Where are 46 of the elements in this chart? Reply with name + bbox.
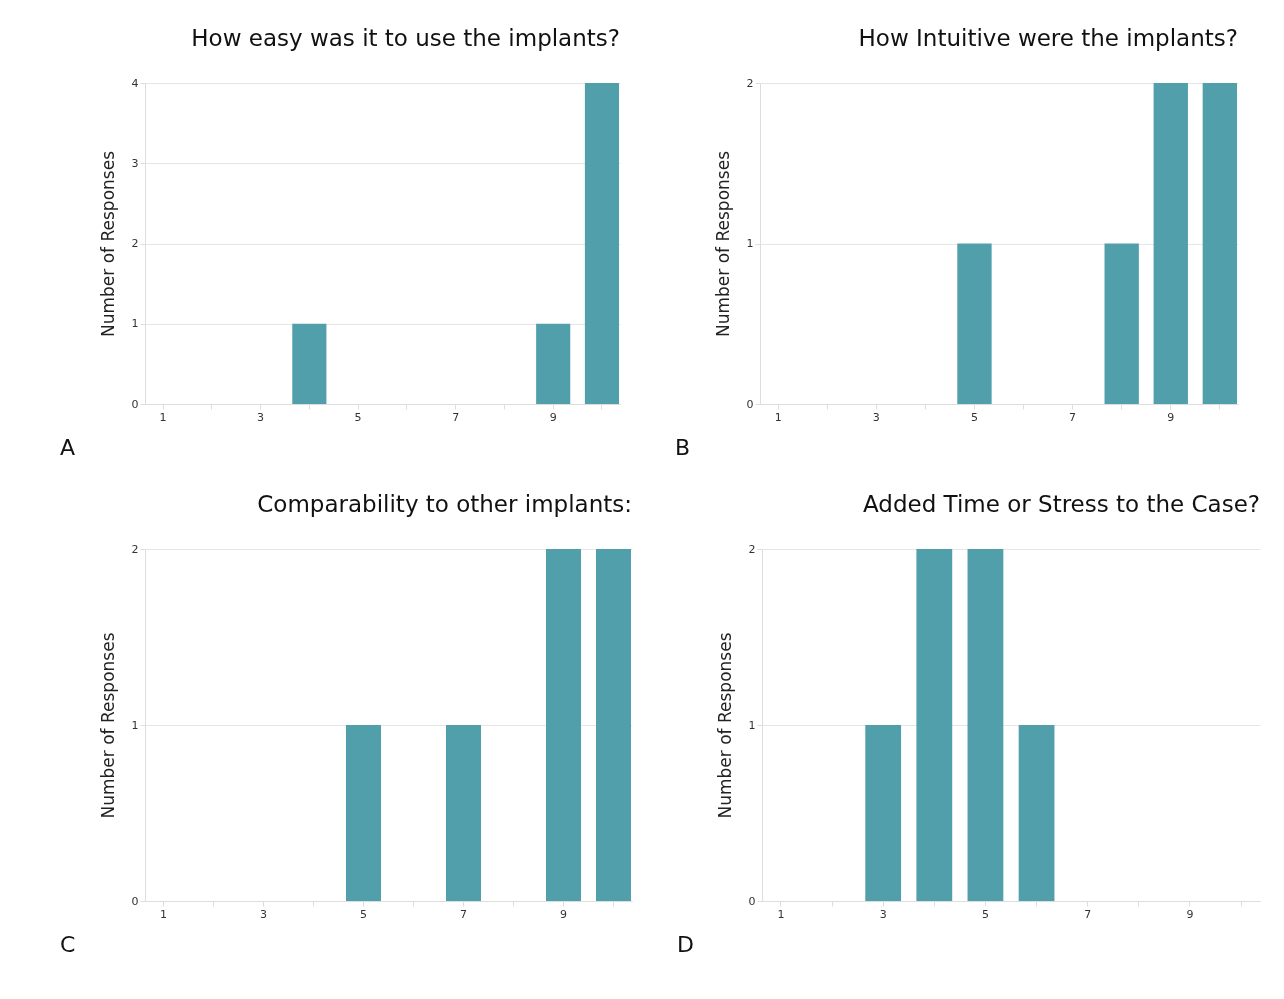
y-tick-label: 1 — [131, 718, 139, 732]
text: B — [675, 435, 691, 460]
text: C — [60, 932, 76, 957]
y-tick-label: 0 — [746, 397, 754, 411]
x-tick-label: 1 — [159, 410, 167, 424]
y-tick-label: 2 — [746, 76, 754, 90]
x-tick-label: 1 — [160, 907, 167, 921]
text: D — [677, 932, 694, 957]
y-tick-label: 2 — [131, 237, 139, 250]
chart-title: Comparability to other implants: — [257, 491, 632, 517]
y-tick-label: 1 — [748, 718, 756, 732]
x-tick-label: 9 — [560, 907, 567, 921]
y-axis-title: Number of Responses — [712, 150, 733, 337]
y-tick-label: 4 — [131, 76, 139, 90]
y-tick-label: 0 — [748, 894, 756, 908]
x-tick-label: 3 — [872, 410, 880, 424]
x-tick-label: 1 — [777, 907, 785, 921]
text: A — [60, 435, 76, 460]
chart-title: Added Time or Stress to the Case? — [863, 491, 1260, 517]
y-axis-title: Number of Responses — [97, 632, 118, 819]
y-axis-title: Number of Responses — [97, 150, 118, 337]
x-tick-label: 7 — [1084, 907, 1092, 921]
y-tick-label: 2 — [131, 542, 139, 556]
x-tick-label: 3 — [879, 907, 887, 921]
x-tick-label: 5 — [360, 907, 367, 921]
y-tick-label: 1 — [131, 317, 139, 331]
y-tick-label: 3 — [131, 156, 139, 170]
chart-title: How Intuitive were the implants? — [858, 25, 1238, 51]
x-tick-label: 7 — [1069, 410, 1077, 424]
x-tick-label: 5 — [970, 410, 978, 424]
x-tick-label: 7 — [452, 410, 460, 424]
y-tick-label: 0 — [131, 894, 139, 908]
x-tick-label: 1 — [774, 410, 782, 424]
x-tick-label: 7 — [460, 907, 467, 921]
y-tick-label: 0 — [131, 397, 139, 411]
x-tick-label: 3 — [257, 410, 265, 424]
x-tick-label: 3 — [260, 907, 267, 921]
x-tick-label: 5 — [354, 410, 362, 424]
x-tick-label: 9 — [1167, 410, 1175, 424]
y-axis-title: Number of Responses — [714, 632, 735, 819]
x-tick-label: 5 — [981, 907, 989, 921]
x-tick-label: 9 — [1186, 907, 1194, 921]
y-tick-label: 2 — [748, 542, 756, 556]
y-tick-label: 1 — [746, 237, 754, 250]
chart-title: How easy was it to use the implants? — [191, 25, 620, 51]
x-tick-label: 9 — [549, 410, 557, 424]
